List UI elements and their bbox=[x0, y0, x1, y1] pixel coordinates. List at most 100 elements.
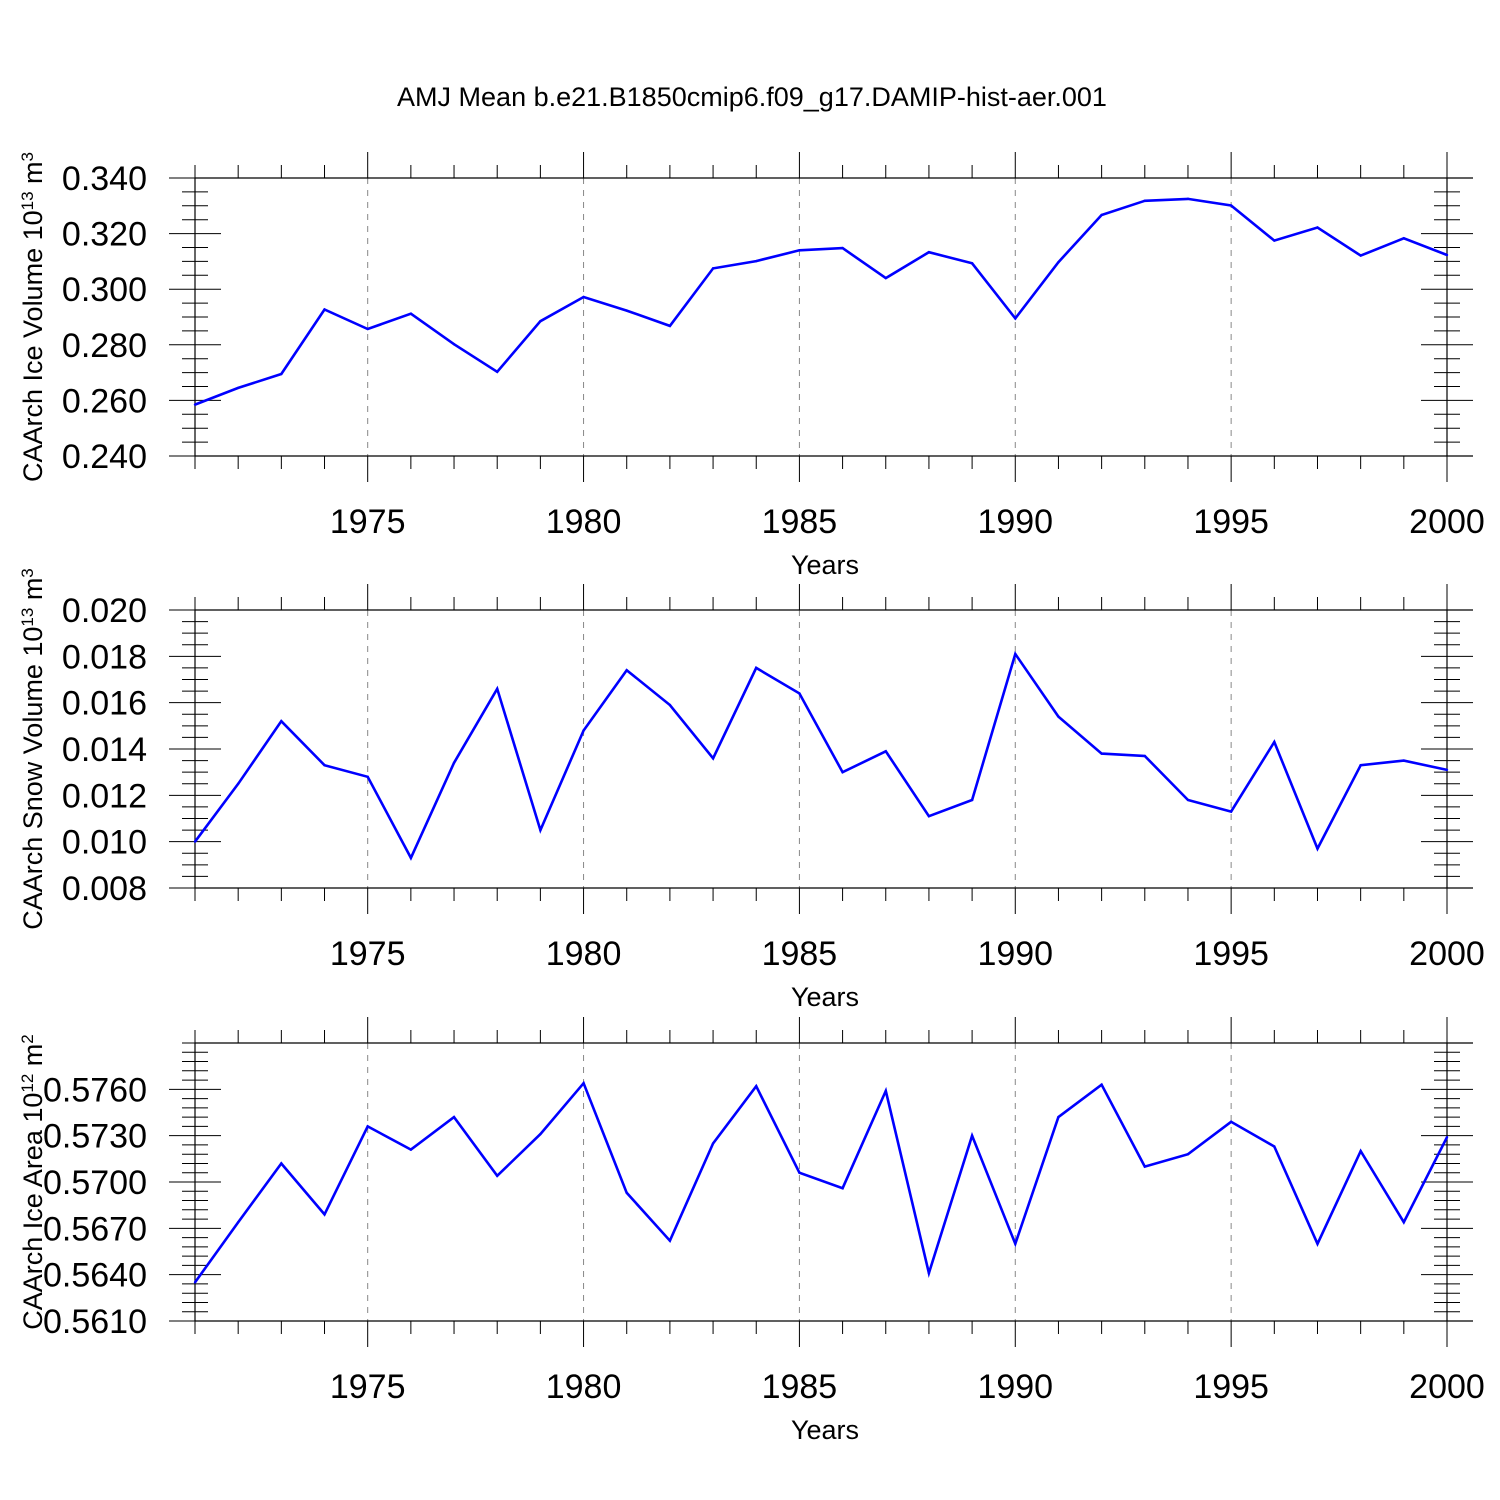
y-axis-label: CAArch Ice Volume 1013 m3 bbox=[18, 152, 49, 482]
data-point bbox=[496, 370, 499, 373]
y-axis-label-superscript: 2 bbox=[18, 1034, 37, 1043]
y-tick-label: 0.018 bbox=[62, 638, 147, 676]
y-axis-label-part: m bbox=[18, 578, 48, 608]
data-point bbox=[841, 246, 844, 250]
data-point bbox=[884, 276, 887, 280]
data-point bbox=[668, 703, 672, 707]
y-axis-label-superscript: 12 bbox=[18, 1074, 37, 1093]
data-point bbox=[1100, 752, 1103, 755]
x-tick-label: 1990 bbox=[977, 935, 1053, 973]
data-point bbox=[1143, 1165, 1146, 1168]
data-point bbox=[1402, 1220, 1406, 1224]
data-point bbox=[1100, 213, 1103, 217]
x-tick-label: 2000 bbox=[1409, 1368, 1485, 1406]
y-axis-label-superscript: 13 bbox=[18, 608, 37, 627]
data-point bbox=[1445, 768, 1449, 772]
data-point bbox=[1057, 1115, 1060, 1119]
data-point bbox=[1143, 754, 1146, 758]
y-axis-label-part: CAArch Snow Volume 10 bbox=[18, 627, 48, 930]
y-tick-label: 0.5670 bbox=[43, 1210, 147, 1248]
series-line bbox=[193, 1080, 1449, 1284]
panels: 1975 1980 1985 1990 1995 2000 0.240 0.260 0.280 0… bbox=[18, 152, 1485, 1445]
y-axis-label: CAArch Ice Area 1012 m2 bbox=[18, 1034, 49, 1330]
data-point bbox=[625, 1191, 628, 1195]
y-axis-label-superscript: 3 bbox=[18, 568, 37, 577]
data-point bbox=[1057, 261, 1060, 264]
data-point bbox=[280, 720, 283, 723]
y-tick-label: 0.016 bbox=[62, 685, 147, 723]
data-point bbox=[884, 750, 887, 753]
data-point bbox=[798, 1171, 801, 1174]
data-point bbox=[755, 666, 758, 670]
x-tick-label: 2000 bbox=[1409, 503, 1485, 541]
data-point bbox=[1143, 199, 1146, 202]
figure-title: AMJ Mean b.e21.B1850cmip6.f09_g17.DAMIP-… bbox=[397, 82, 1107, 112]
y-tick-label: 0.260 bbox=[62, 382, 147, 420]
y-axis-label-part: m bbox=[18, 161, 48, 191]
data-point bbox=[755, 1085, 758, 1088]
y-tick-label: 0.280 bbox=[62, 327, 147, 365]
x-axis-label: Years bbox=[791, 1415, 859, 1445]
data-point bbox=[668, 1239, 672, 1242]
data-point bbox=[323, 764, 326, 767]
data-point bbox=[970, 1134, 974, 1137]
x-tick-label: 1990 bbox=[977, 1368, 1053, 1406]
y-tick-label: 0.5640 bbox=[43, 1257, 147, 1295]
data-point bbox=[798, 692, 801, 695]
chart-panel-1: 1975 1980 1985 1990 1995 2000 0.240 0.260 0.280 0… bbox=[18, 152, 1485, 580]
data-point bbox=[236, 782, 240, 785]
data-point bbox=[280, 1162, 283, 1165]
x-tick-label: 1975 bbox=[330, 503, 406, 541]
data-point bbox=[582, 729, 585, 732]
data-point bbox=[496, 687, 499, 690]
data-point bbox=[1359, 254, 1362, 257]
data-point bbox=[798, 249, 801, 252]
data-point bbox=[366, 775, 369, 778]
data-point bbox=[1014, 1242, 1017, 1245]
x-tick-label: 1975 bbox=[330, 1368, 406, 1406]
y-tick-label: 0.010 bbox=[62, 824, 147, 862]
y-axis-label-superscript: 13 bbox=[18, 191, 37, 210]
data-point bbox=[927, 1271, 931, 1275]
y-tick-label: 0.5760 bbox=[43, 1071, 147, 1109]
x-tick-label: 1990 bbox=[977, 503, 1053, 541]
data-point bbox=[236, 386, 240, 390]
data-point bbox=[193, 840, 197, 843]
y-tick-label: 0.020 bbox=[62, 592, 147, 630]
data-point bbox=[1229, 1120, 1233, 1123]
chart-panel-2: 1975 1980 1985 1990 1995 2000 0.008 0.010 0.012 0… bbox=[18, 568, 1485, 1012]
y-tick-label: 0.012 bbox=[62, 777, 147, 815]
data-point bbox=[1273, 1145, 1276, 1148]
y-axis-label-part: CAArch Ice Area 10 bbox=[18, 1093, 48, 1330]
y-tick-label: 0.340 bbox=[62, 160, 147, 198]
data-point bbox=[1273, 239, 1276, 242]
data-point bbox=[1445, 1136, 1449, 1139]
x-tick-label: 1985 bbox=[762, 503, 838, 541]
y-axis-label: CAArch Snow Volume 1013 m3 bbox=[18, 568, 49, 930]
data-point bbox=[1273, 740, 1276, 744]
data-point bbox=[625, 669, 628, 672]
data-point bbox=[1402, 759, 1406, 762]
data-point bbox=[452, 761, 456, 765]
data-point bbox=[711, 1142, 715, 1145]
x-tick-label: 1980 bbox=[546, 935, 622, 973]
data-point bbox=[323, 1213, 326, 1216]
y-axis-label-superscript: 3 bbox=[18, 152, 37, 161]
data-point bbox=[1445, 253, 1449, 257]
chart-panel-3: 1975 1980 1985 1990 1995 2000 0.5610 0.5640 0.56… bbox=[18, 1017, 1485, 1445]
data-point bbox=[1229, 810, 1233, 813]
data-point bbox=[755, 259, 758, 263]
x-tick-label: 1995 bbox=[1193, 1368, 1269, 1406]
x-tick-label: 1995 bbox=[1193, 935, 1269, 973]
data-point bbox=[366, 327, 369, 331]
data-point bbox=[539, 319, 542, 323]
data-point bbox=[1186, 197, 1190, 201]
y-tick-label: 0.5610 bbox=[43, 1303, 147, 1341]
y-tick-label: 0.300 bbox=[62, 271, 147, 309]
data-point bbox=[582, 295, 585, 299]
x-axis-label: Years bbox=[791, 982, 859, 1012]
y-tick-label: 0.5730 bbox=[43, 1118, 147, 1156]
data-point bbox=[1402, 237, 1406, 240]
data-point bbox=[841, 1186, 844, 1190]
data-point bbox=[409, 856, 413, 860]
